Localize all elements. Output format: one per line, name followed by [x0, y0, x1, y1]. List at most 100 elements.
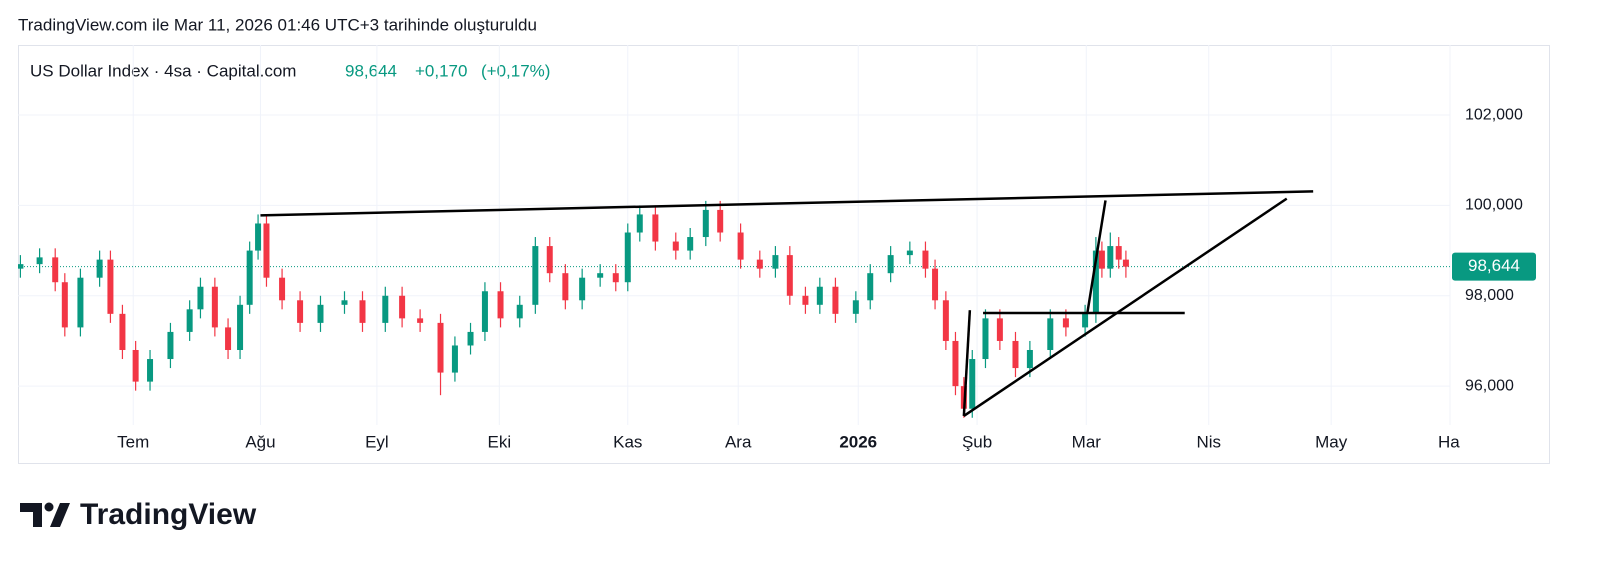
- x-tick-label: Nis: [1196, 432, 1221, 451]
- candle-body: [1107, 246, 1114, 269]
- candle-body: [167, 331, 174, 360]
- candle-body: [399, 295, 406, 319]
- candle-body: [1047, 318, 1054, 350]
- candle-body: [612, 273, 619, 283]
- candle-body: [887, 255, 894, 274]
- candle-body: [597, 273, 604, 278]
- price-badge: [1452, 252, 1536, 281]
- candle-body: [1026, 349, 1033, 369]
- y-tick-label: 102,000: [1465, 106, 1523, 123]
- candle-body: [532, 246, 539, 305]
- chart-pane: [18, 45, 1550, 464]
- candle-body: [341, 300, 348, 305]
- logo-mark: [44, 502, 54, 512]
- x-tick-label: Ağu: [245, 432, 275, 451]
- candle-body: [107, 259, 114, 314]
- candle-body: [546, 246, 553, 274]
- brand: TradingView: [80, 498, 257, 531]
- candle-body: [211, 286, 218, 328]
- candle-body: [802, 295, 809, 305]
- candle-body: [36, 257, 43, 265]
- candle-body: [906, 250, 913, 256]
- candle-body: [263, 223, 270, 278]
- trend-line: [963, 197, 1288, 418]
- candle-body: [982, 318, 989, 360]
- candle-body: [624, 232, 631, 283]
- candle-body: [279, 277, 286, 301]
- x-tick-label: Kas: [613, 432, 642, 451]
- change-pct: (+0,17%): [481, 61, 550, 80]
- candle-body: [687, 237, 694, 251]
- candles: [18, 200, 1129, 418]
- candle-body: [417, 318, 424, 323]
- candle-body: [297, 300, 304, 323]
- candle-body: [61, 282, 68, 328]
- candle-body: [737, 232, 744, 260]
- candle-body: [579, 277, 586, 301]
- candle-body: [225, 327, 232, 350]
- x-tick-label: Eki: [488, 432, 512, 451]
- trend-line: [260, 190, 1314, 217]
- price-badge-label: 98,644: [1468, 256, 1520, 275]
- logo: TradingView: [20, 498, 257, 531]
- candle-body: [852, 300, 859, 314]
- logo-mark: [20, 503, 42, 527]
- candle-body: [437, 322, 444, 373]
- trend-line: [962, 310, 972, 417]
- last-price: 98,644: [345, 61, 397, 80]
- candle-body: [359, 300, 366, 323]
- y-tick-label: 96,000: [1465, 377, 1514, 394]
- candle-body: [246, 250, 253, 305]
- candle-body: [636, 214, 643, 233]
- candle-body: [382, 295, 389, 323]
- candle-body: [652, 214, 659, 242]
- candle-body: [996, 318, 1003, 341]
- candle-body: [1062, 318, 1069, 328]
- candle-body: [702, 209, 709, 238]
- grid: [18, 45, 1451, 425]
- candle-body: [1092, 250, 1099, 314]
- y-tick-label: 100,000: [1465, 197, 1523, 214]
- candle-body: [186, 309, 193, 332]
- axes: 96,000 98,000 100,000 102,000 Tem Ağu Eyl Eki Ka…: [117, 106, 1536, 451]
- candle-body: [756, 259, 763, 269]
- candle-body: [867, 273, 874, 301]
- x-tick-label: Tem: [117, 432, 149, 451]
- candle-body: [969, 359, 976, 409]
- candle-body: [18, 264, 24, 269]
- candle-body: [119, 313, 126, 350]
- candle-body: [772, 255, 779, 269]
- candle-body: [255, 223, 262, 251]
- change: +0,170: [415, 61, 467, 80]
- candle-body: [96, 259, 103, 278]
- candle-body: [562, 273, 569, 301]
- candle-body: [497, 291, 504, 319]
- candle-body: [816, 286, 823, 305]
- caption: TradingView.com ile Mar 11, 2026 01:46 U…: [18, 15, 537, 34]
- candle-body: [516, 304, 523, 319]
- trend-line: [1086, 200, 1107, 313]
- drawings: [260, 190, 1314, 418]
- candle-body: [1122, 259, 1129, 267]
- candle-body: [922, 250, 929, 269]
- x-tick-label: 2026: [839, 432, 877, 451]
- candle-body: [197, 286, 204, 310]
- candle-body: [147, 359, 154, 382]
- candle-body: [317, 304, 324, 323]
- candle-body: [832, 286, 839, 314]
- candle-body: [786, 255, 793, 296]
- candle-body: [1012, 340, 1019, 369]
- candle-body: [467, 331, 474, 346]
- x-tick-label: May: [1315, 432, 1348, 451]
- candle-body: [237, 304, 244, 350]
- x-tick-label: Mar: [1072, 432, 1102, 451]
- x-tick-label: Eyl: [365, 432, 389, 451]
- candle-body: [717, 209, 724, 233]
- candle-body: [932, 268, 939, 301]
- candle-body: [1098, 250, 1105, 269]
- candle-body: [451, 345, 458, 373]
- logo-mark: [50, 503, 70, 527]
- y-tick-label: 98,000: [1465, 287, 1514, 304]
- candle-body: [1115, 246, 1122, 260]
